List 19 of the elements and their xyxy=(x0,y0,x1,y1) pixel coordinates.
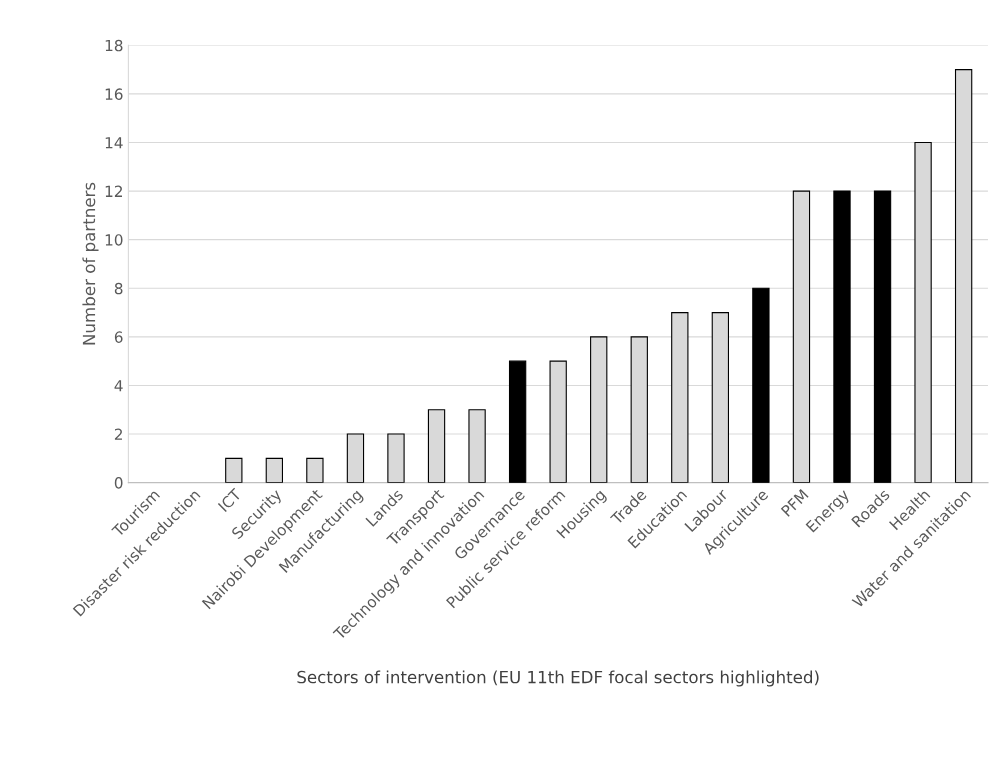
bar xyxy=(225,457,243,483)
y-tick-label: 0 xyxy=(114,477,123,489)
bar xyxy=(508,360,527,483)
y-tick-label: 18 xyxy=(105,39,123,52)
bar xyxy=(833,190,851,483)
bar xyxy=(306,457,324,483)
y-tick-label: 6 xyxy=(114,331,123,343)
bar xyxy=(873,190,892,483)
y-tick-label: 10 xyxy=(105,234,123,246)
y-tick-label: 12 xyxy=(105,185,122,197)
y-tick-label: 2 xyxy=(114,428,122,440)
bar xyxy=(752,287,770,483)
y-tick-label: 16 xyxy=(105,88,123,100)
bar xyxy=(265,457,284,483)
y-tick-label: 4 xyxy=(114,380,123,392)
y-tick-label: 14 xyxy=(105,137,123,149)
x-axis-title: Sectors of intervention (EU 11th EDF focal sectors highlighted) xyxy=(297,670,819,687)
y-tick-label: 8 xyxy=(114,282,123,295)
y-axis-title: Number of partners xyxy=(82,182,99,345)
